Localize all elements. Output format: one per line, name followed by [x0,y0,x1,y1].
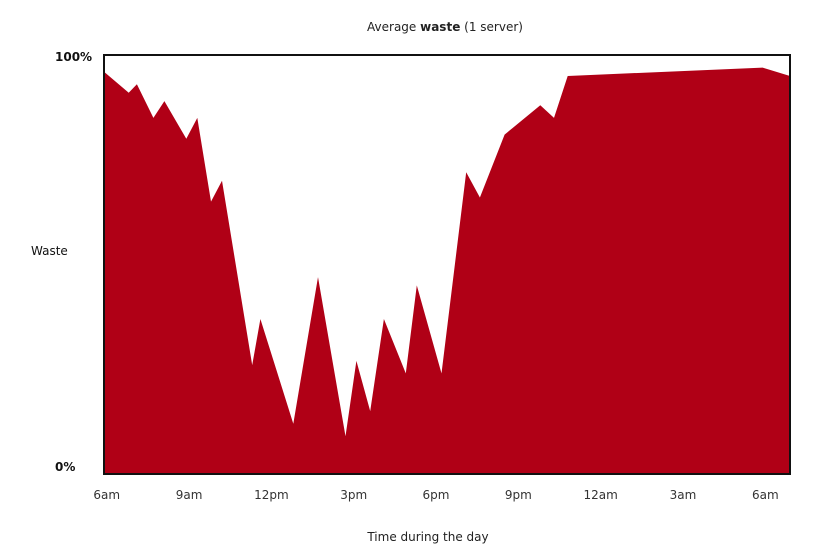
chart-title-suffix: (1 server) [460,20,523,34]
x-tick-label: 9pm [505,488,532,502]
x-tick-label: 3pm [340,488,367,502]
x-tick-label: 6am [752,488,779,502]
y-tick-label: 100% [55,50,92,64]
plot-area [103,54,791,475]
x-tick-label: 6am [93,488,120,502]
x-tick-label: 12am [584,488,618,502]
x-tick-label: 3am [670,488,697,502]
plot-frame [103,54,791,475]
x-tick-label: 6pm [423,488,450,502]
chart-title: Average waste (1 server) [367,20,523,34]
chart-title-prefix: Average [367,20,420,34]
x-tick-label: 9am [176,488,203,502]
chart-title-emphasis: waste [420,20,460,34]
y-axis-label: Waste [31,244,68,258]
x-tick-label: 12pm [254,488,289,502]
waste-area-series [104,67,790,474]
x-axis-label: Time during the day [366,530,488,544]
y-tick-label: 0% [55,460,75,474]
